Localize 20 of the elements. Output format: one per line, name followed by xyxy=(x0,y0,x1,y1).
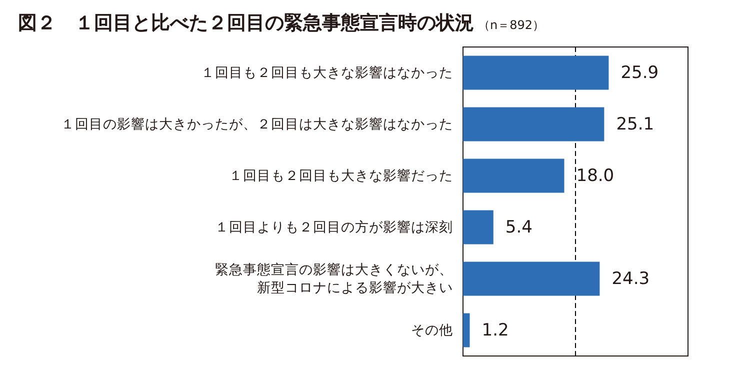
text: 図２ １回目と比べた２回目の緊急事態宣言時の状況 xyxy=(18,12,474,34)
data-label: 18.0 xyxy=(576,166,614,186)
bar xyxy=(463,313,470,348)
y-tick-label: 緊急事態宣言の影響は大きくないが、新型コロナによる影響が大きい xyxy=(215,262,453,296)
y-tick-label: １回目よりも２回目の方が影響は深刻 xyxy=(215,219,453,236)
y-tick-label: １回目も２回目も大きな影響はなかった xyxy=(201,64,453,81)
y-tick-label: その他 xyxy=(411,322,453,338)
data-label: 1.2 xyxy=(482,320,509,340)
data-label: 24.3 xyxy=(612,268,650,289)
data-label: 25.1 xyxy=(616,114,654,134)
bar xyxy=(463,210,494,244)
data-label: 5.4 xyxy=(505,217,532,238)
y-tick-label: １回目も２回目も大きな影響だった xyxy=(229,168,453,184)
chart-subtitle: （n＝892） xyxy=(478,18,545,32)
bar xyxy=(463,262,600,296)
bar xyxy=(463,56,609,90)
bar xyxy=(463,158,564,193)
bar xyxy=(463,107,604,142)
data-label: 25.9 xyxy=(620,62,659,83)
y-tick-label: １回目の影響は大きかったが、２回目は大きな影響はなかった xyxy=(61,116,453,132)
